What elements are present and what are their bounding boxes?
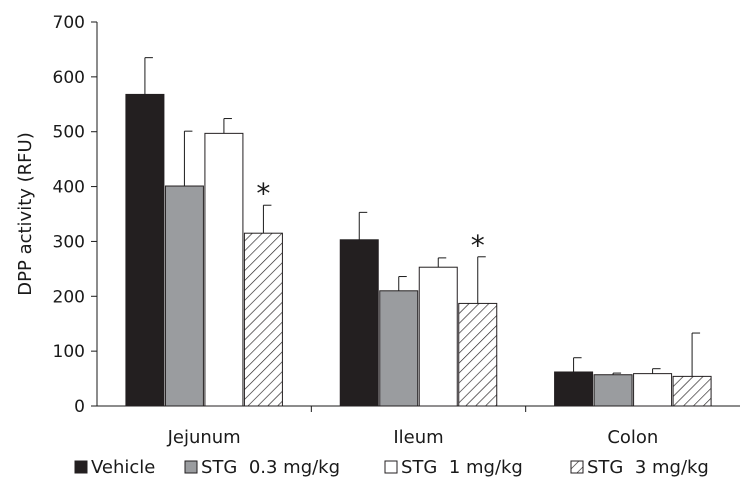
legend-swatch — [184, 460, 198, 474]
y-axis-title: DPP activity (RFU) — [15, 132, 36, 295]
bar — [243, 232, 283, 407]
bar — [593, 374, 633, 407]
bar — [554, 371, 594, 407]
x-category-label: Colon — [607, 427, 658, 448]
significance-asterisk: * — [471, 229, 485, 262]
y-tick-label: 300 — [53, 232, 85, 252]
x-category-label: Ileum — [393, 427, 443, 448]
legend-swatch — [74, 460, 88, 474]
bar — [672, 375, 712, 407]
bar — [204, 132, 244, 407]
bars — [125, 93, 712, 407]
bar — [379, 290, 419, 407]
legend-swatch — [384, 460, 398, 474]
bar — [125, 93, 165, 407]
legend-label: STG 3 mg/kg — [587, 457, 709, 478]
bar — [633, 373, 673, 407]
y-tick-label: 200 — [53, 287, 85, 307]
legend-label: STG 1 mg/kg — [401, 457, 523, 478]
y-axis: 0 100 200 300 400 500 600 700 — [53, 13, 98, 417]
y-tick-label: 700 — [53, 13, 85, 33]
legend-label: Vehicle — [91, 457, 155, 478]
bar — [339, 239, 379, 407]
legend-swatch — [570, 460, 584, 474]
x-axis: Jejunum Ileum Colon — [97, 405, 740, 448]
y-tick-label: 400 — [53, 178, 85, 198]
y-tick-label: 100 — [53, 342, 85, 362]
annotations: ** — [256, 177, 484, 262]
error-bars — [144, 57, 701, 377]
x-category-label: Jejunum — [167, 427, 241, 448]
legend: Vehicle STG 0.3 mg/kg STG 1 mg/kg STG 3 mg/… — [74, 457, 709, 478]
significance-asterisk: * — [256, 177, 270, 210]
y-tick-label: 0 — [74, 397, 85, 417]
y-tick-label: 500 — [53, 123, 85, 143]
y-tick-label: 600 — [53, 68, 85, 88]
bar — [458, 302, 498, 407]
bar — [418, 266, 458, 407]
bar — [164, 185, 204, 407]
legend-label: STG 0.3 mg/kg — [201, 457, 340, 478]
